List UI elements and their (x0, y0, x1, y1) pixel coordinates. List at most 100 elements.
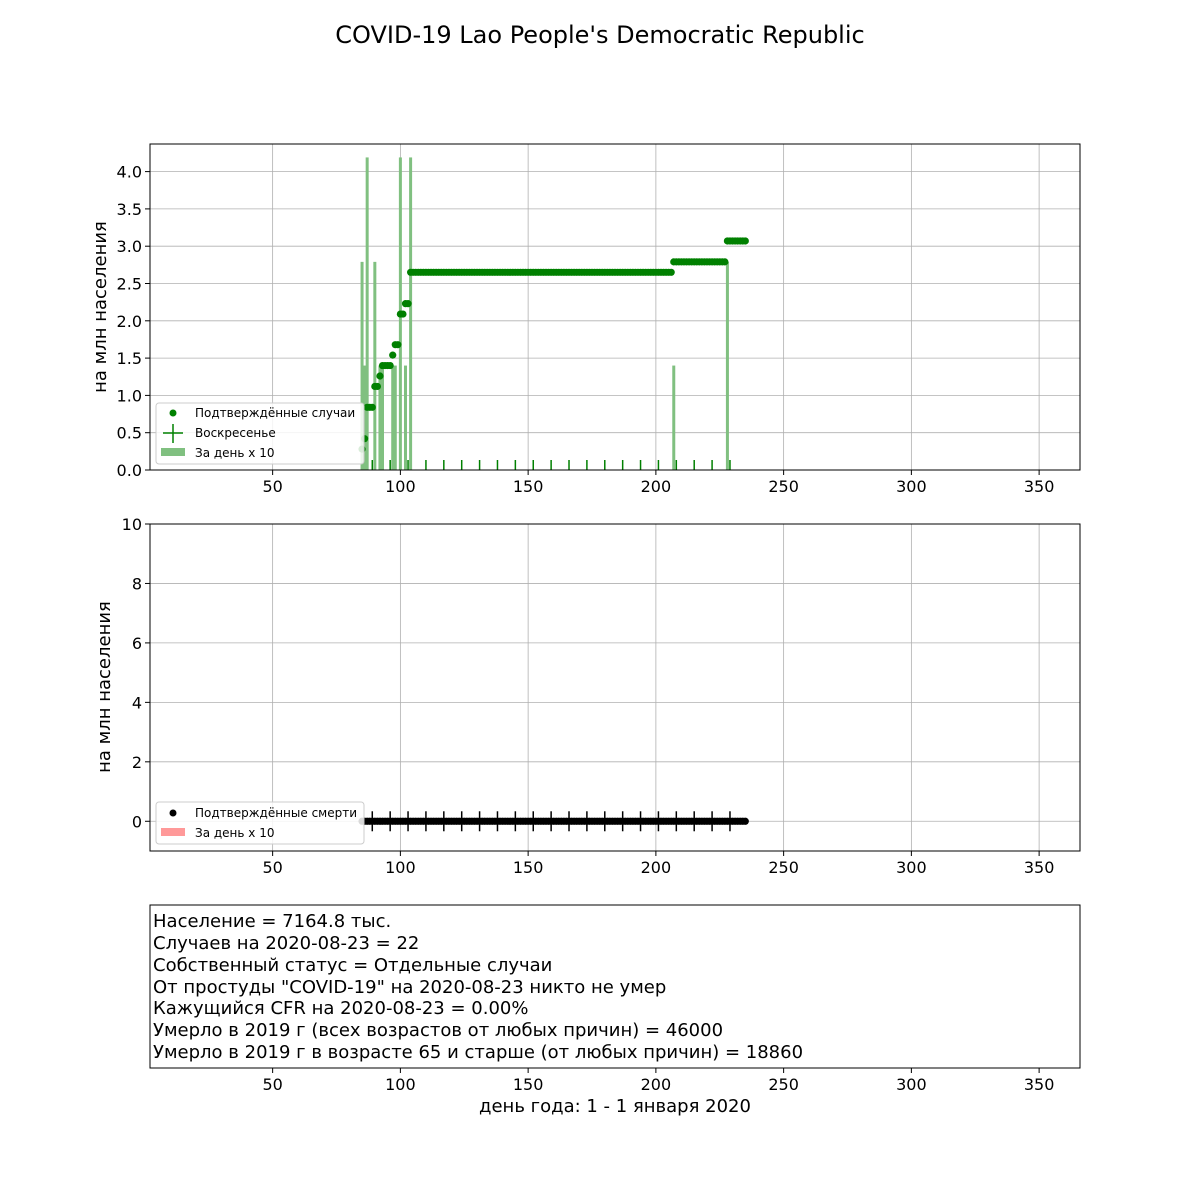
x-tick-label: 100 (385, 1075, 416, 1094)
y-tick-label: 2.0 (117, 312, 142, 331)
y-tick-label: 2.5 (117, 275, 142, 294)
daily-bar (360, 261, 364, 470)
deaths-ylabel: на млн населения (94, 601, 115, 773)
cases-point (721, 258, 729, 266)
y-tick-label: 0 (132, 812, 142, 831)
x-tick-label: 350 (1024, 477, 1055, 496)
y-tick-label: 4.0 (117, 163, 142, 182)
deaths-ticks: 50 100 150 200 250 300 350 0 2 4 6 8 10 (122, 515, 1055, 877)
x-tick-label: 250 (768, 858, 799, 877)
deaths-legend: Подтверждённые смерти За день x 10 (155, 801, 365, 845)
x-tick-label: 350 (1024, 1075, 1055, 1094)
y-tick-label: 8 (132, 574, 142, 593)
x-tick-label: 50 (262, 477, 282, 496)
legend-deaths-daily-label: За день x 10 (195, 826, 274, 840)
cases-point (404, 300, 412, 308)
info-line-deaths-2019: Умерло в 2019 г (всех возрастов от любых… (153, 1020, 723, 1041)
info-axes-frame (149, 904, 1081, 1069)
legend-daily-label: За день x 10 (195, 446, 274, 460)
cases-daily-bars (360, 157, 729, 470)
x-tick-label: 350 (1024, 858, 1055, 877)
info-ticks: 50 100 150 200 250 300 350 (262, 1068, 1054, 1094)
info-line-cases: Случаев на 2020-08-23 = 22 (153, 933, 419, 954)
y-tick-label: 2 (132, 753, 142, 772)
daily-bar (391, 365, 395, 470)
x-tick-label: 150 (513, 477, 544, 496)
cases-panel: 50 100 150 200 250 300 350 0.0 0.5 1.0 1.5 2.0 2.5 3.… (90, 143, 1081, 496)
cases-point (389, 351, 397, 359)
deaths-axes-frame (149, 523, 1081, 852)
info-line-cfr: Кажущийся CFR на 2020-08-23 = 0.00% (153, 998, 528, 1019)
legend-cases-marker (169, 409, 177, 417)
x-tick-label: 300 (896, 477, 927, 496)
deaths-panel: 50 100 150 200 250 300 350 0 2 4 6 8 10 на млн насел… (94, 515, 1081, 877)
x-tick-label: 200 (641, 858, 672, 877)
y-tick-label: 3.5 (117, 200, 142, 219)
daily-bar (409, 157, 413, 470)
daily-bar (672, 365, 676, 470)
cases-grid (150, 144, 1080, 471)
x-tick-label: 50 (262, 1075, 282, 1094)
x-tick-label: 250 (768, 1075, 799, 1094)
x-tick-label: 300 (896, 1075, 927, 1094)
cases-sunday-markers (371, 460, 731, 470)
deaths-point (741, 817, 749, 825)
y-tick-label: 10 (122, 515, 142, 534)
info-line-deaths: От простуды "COVID-19" на 2020-08-23 ник… (153, 977, 666, 998)
cases-point (741, 237, 749, 245)
daily-bar (381, 365, 384, 470)
cases-point (376, 372, 384, 380)
deaths-legend-box (155, 801, 365, 845)
x-tick-label: 300 (896, 858, 927, 877)
cases-ylabel: на млн населения (90, 221, 111, 393)
x-tick-label: 100 (385, 477, 416, 496)
x-tick-label: 150 (513, 858, 544, 877)
cases-axes-frame (149, 143, 1081, 471)
y-tick-label: 1.0 (117, 386, 142, 405)
cases-points (358, 237, 749, 453)
cases-point (373, 382, 381, 391)
figure-title: COVID-19 Lao People's Democratic Republi… (335, 21, 864, 49)
y-tick-label: 4 (132, 693, 142, 712)
daily-bar (403, 365, 407, 470)
info-line-status: Собственный статус = Отдельные случаи (153, 955, 552, 976)
x-axis-label: день года: 1 - 1 января 2020 (479, 1096, 751, 1117)
y-tick-label: 0.5 (117, 424, 142, 443)
y-tick-label: 1.5 (117, 349, 142, 368)
x-tick-label: 200 (641, 1075, 672, 1094)
deaths-points (358, 817, 749, 825)
x-tick-label: 50 (262, 858, 282, 877)
x-tick-label: 150 (513, 1075, 544, 1094)
cases-point (667, 268, 675, 276)
cases-point (386, 361, 394, 370)
y-tick-label: 6 (132, 634, 142, 653)
legend-deaths-daily-swatch (161, 828, 185, 836)
info-line-population: Население = 7164.8 тыс. (153, 911, 391, 932)
daily-bar (373, 261, 377, 470)
x-tick-label: 100 (385, 858, 416, 877)
info-text: Население = 7164.8 тыс. Случаев на 2020-… (153, 911, 803, 1063)
daily-bar (393, 365, 397, 470)
legend-daily-swatch (161, 448, 185, 456)
legend-sunday-label: Воскресенье (195, 426, 276, 440)
legend-deaths-label: Подтверждённые смерти (195, 806, 357, 820)
info-line-deaths-65: Умерло в 2019 г в возрасте 65 и старше (… (153, 1042, 803, 1063)
cases-point (399, 310, 407, 318)
daily-bar (378, 365, 382, 470)
cases-ticks: 50 100 150 200 250 300 350 0.0 0.5 1.0 1.5 2.0 2.5 3.… (117, 163, 1055, 496)
daily-bar (363, 365, 367, 470)
cases-point (368, 403, 376, 411)
x-tick-label: 200 (641, 477, 672, 496)
cases-legend-box (155, 402, 365, 465)
y-tick-label: 3.0 (117, 237, 142, 256)
legend-deaths-marker (169, 809, 177, 817)
y-tick-label: 0.0 (117, 461, 142, 480)
legend-cases-label: Подтверждённые случаи (195, 406, 355, 420)
daily-bar (725, 261, 729, 470)
daily-bar (365, 157, 369, 470)
x-tick-label: 250 (768, 477, 799, 496)
info-panel: Население = 7164.8 тыс. Случаев на 2020-… (149, 904, 1081, 1117)
cases-point (394, 341, 402, 349)
cases-legend: Подтверждённые случаи Воскресенье За ден… (155, 402, 365, 465)
